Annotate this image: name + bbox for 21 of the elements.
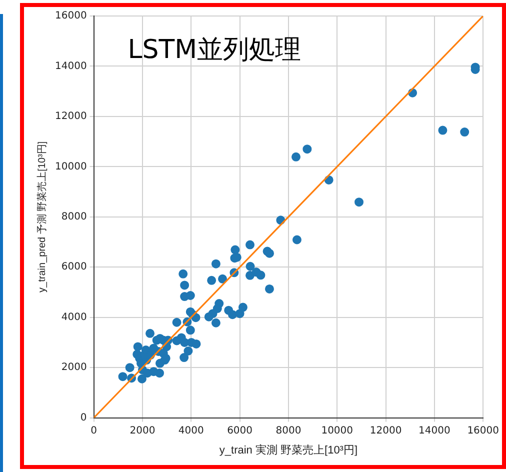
x-tick-label: 6000 [227,425,253,436]
x-tick-label: 16000 [467,425,499,436]
x-tick-label: 10000 [321,425,354,436]
y-tick-label: 2000 [61,362,87,374]
x-tick-label: 14000 [418,425,450,436]
x-tick-label: 12000 [370,425,402,436]
x-tick-label: 2000 [130,425,156,436]
text: LSTM並列処理 [128,34,302,65]
y-tick-label: 4000 [61,312,87,323]
x-tick-label: 8000 [276,425,302,436]
y-tick-label: 16000 [55,10,87,22]
x-tick-label: 0 [90,425,97,436]
y-tick-label: 10000 [55,161,87,172]
x-tick-label: 4000 [178,425,204,436]
y-tick-label: 12000 [55,111,87,122]
y-tick-label: 0 [80,412,87,424]
x-axis-title: y_train 実測 野菜売上[10³円] [219,443,358,456]
y-tick-label: 14000 [55,60,87,72]
y-tick-label: 8000 [61,211,87,222]
y-tick-label: 6000 [61,262,87,273]
y-axis-title: y_train_pred 予測 野菜売上[10³円] [36,141,48,292]
